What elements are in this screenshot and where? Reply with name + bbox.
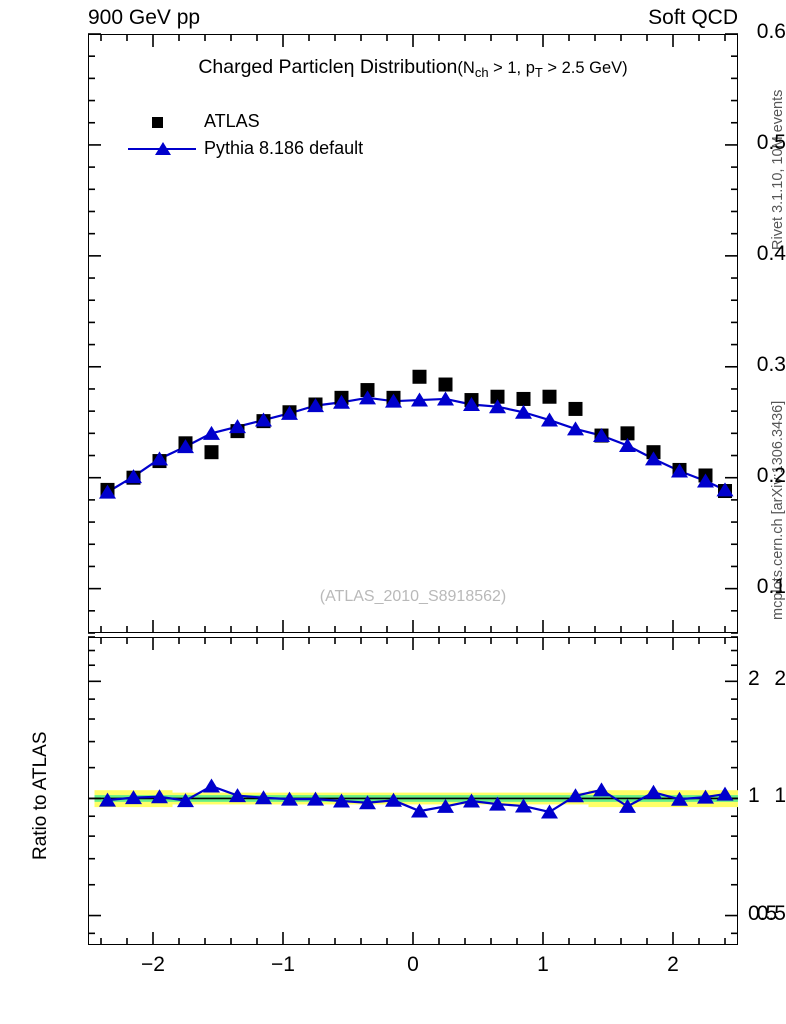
ratio-y-tick-label: 2 (774, 667, 786, 691)
main-y-tick-label: 0.6 (756, 20, 786, 43)
legend-marker-square (128, 112, 196, 132)
main-y-tick-label: 0.5 (756, 130, 786, 154)
ratio-y-tick-label-right: 2 (748, 667, 760, 691)
x-tick-label: −1 (271, 953, 295, 976)
title-cond-sub1: ch (474, 65, 489, 81)
ratio-y-tick-label-right: 0.5 (748, 901, 778, 925)
legend-label-pythia: Pythia 8.186 default (204, 138, 364, 158)
title-cond-close: > 2.5 GeV) (542, 59, 628, 77)
title-distribution: Distribution (354, 56, 458, 78)
header-process-label: Soft QCD (648, 6, 738, 29)
legend-item-atlas[interactable]: ATLAS (128, 108, 363, 135)
ratio-y-tick-label: 0.5 (756, 901, 786, 925)
main-y-tick-label: 0.4 (756, 241, 786, 265)
main-y-tick-label: 0.3 (756, 352, 786, 376)
ratio-y-axis-label: Ratio to ATLAS (30, 731, 51, 861)
legend-label-atlas: ATLAS (204, 111, 260, 131)
x-tick-label: 1 (537, 953, 549, 976)
legend-item-pythia[interactable]: Pythia 8.186 default (128, 135, 363, 162)
plot-title: Charged Particleη Distribution(Nch > 1, … (88, 56, 738, 80)
ratio-y-tick-label-right: 1 (748, 784, 760, 808)
title-cond-mid: > 1, p (488, 59, 535, 77)
x-tick-label: −2 (141, 953, 165, 976)
main-y-tick-label: 0.2 (756, 463, 786, 487)
title-main: Charged Particle (198, 56, 344, 78)
title-cond-sub2: T (534, 65, 543, 81)
analysis-watermark: (ATLAS_2010_S8918562) (319, 588, 507, 605)
x-tick-label: 2 (667, 953, 679, 976)
header-beam-label: 900 GeV pp (88, 6, 201, 29)
ratio-y-tick-label: 1 (774, 784, 786, 808)
main-y-tick-label: 0.1 (756, 574, 786, 598)
legend: ATLAS Pythia 8.186 default (128, 108, 363, 162)
title-cond-open: (N (457, 59, 475, 77)
x-tick-label: 0 (407, 953, 419, 976)
title-eta: η (343, 56, 355, 78)
legend-marker-triangle-line (128, 139, 196, 159)
